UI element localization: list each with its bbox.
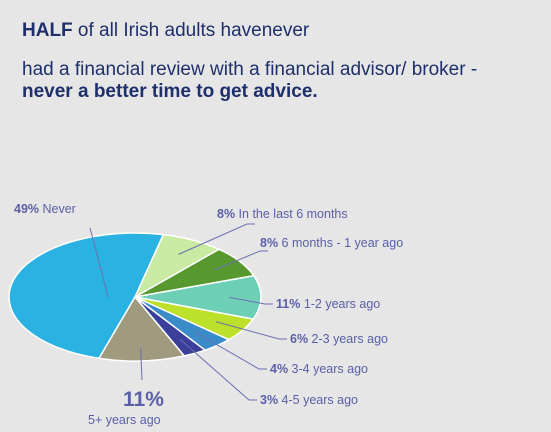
pie-leader-lines bbox=[89, 223, 287, 401]
slice-category-8: 5+ years ago bbox=[88, 413, 161, 427]
slice-category-3: 6 months - 1 year ago bbox=[278, 236, 403, 250]
slice-label-3: 8% 6 months - 1 year ago bbox=[260, 236, 403, 250]
leader-line-3 bbox=[213, 250, 268, 271]
slice-pct-4: 11% bbox=[276, 297, 300, 311]
slice-label-4: 11% 1-2 years ago bbox=[276, 297, 380, 311]
pie-slices bbox=[8, 232, 262, 362]
leader-line-5 bbox=[215, 321, 287, 340]
pie-slice-1 bbox=[8, 232, 165, 360]
headline-line-3-bold: never a better time to get advice. bbox=[22, 80, 318, 102]
slice-pct-8: 11% bbox=[123, 388, 164, 411]
leader-line-6 bbox=[196, 332, 267, 370]
headline-emphasis: HALF bbox=[22, 20, 73, 41]
slice-pct-3: 8% bbox=[260, 236, 278, 250]
slice-pct-5: 6% bbox=[290, 332, 308, 346]
slice-label-2: 8% In the last 6 months bbox=[217, 207, 348, 221]
headline-line-2: had a financial review with a financial … bbox=[22, 58, 478, 80]
leader-line-7 bbox=[179, 338, 257, 401]
slice-label-5: 6% 2-3 years ago bbox=[290, 332, 388, 346]
headline-line-1: HALF of all Irish adults havenever bbox=[22, 20, 542, 42]
headline-line-1-text: of all Irish adults havenever bbox=[72, 20, 310, 41]
slice-pct-7: 3% bbox=[260, 393, 278, 407]
slice-pct-6: 4% bbox=[270, 362, 288, 376]
headline: HALF of all Irish adults havenever had a… bbox=[22, 20, 542, 103]
slice-label-6: 4% 3-4 years ago bbox=[270, 362, 368, 376]
leader-line-2 bbox=[178, 223, 255, 255]
leader-line-8 bbox=[140, 348, 143, 381]
slice-label-7: 3% 4-5 years ago bbox=[260, 393, 358, 407]
slice-category-6: 3-4 years ago bbox=[288, 362, 368, 376]
slice-label-1: 49% Never bbox=[14, 202, 76, 216]
slice-pct-1: 49% bbox=[14, 202, 39, 216]
slice-pct-2: 8% bbox=[217, 207, 235, 221]
pie-slice-4 bbox=[134, 274, 262, 320]
pie-slice-8 bbox=[97, 295, 186, 362]
slice-category-7: 4-5 years ago bbox=[278, 393, 358, 407]
leader-line-1 bbox=[89, 227, 109, 298]
slice-category-2: In the last 6 months bbox=[235, 207, 348, 221]
leader-line-4 bbox=[229, 296, 273, 305]
headline-line-3: never a better time to get advice. bbox=[22, 81, 542, 103]
slice-category-1: Never bbox=[39, 202, 76, 216]
slice-category-4: 1-2 years ago bbox=[300, 297, 380, 311]
slice-category-5: 2-3 years ago bbox=[308, 332, 388, 346]
